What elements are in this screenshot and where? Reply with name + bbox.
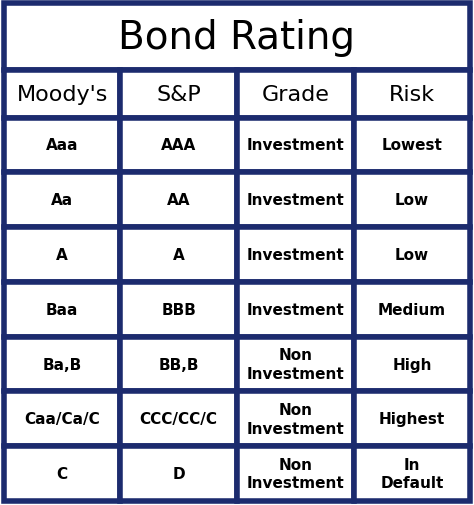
Text: D: D — [173, 466, 185, 481]
Bar — [120, 71, 237, 118]
Bar — [120, 337, 237, 392]
Text: Investment: Investment — [246, 193, 344, 208]
Bar — [354, 337, 470, 392]
Bar — [354, 282, 470, 337]
Bar — [354, 173, 470, 228]
Text: Ba,B: Ba,B — [43, 357, 82, 372]
Text: Investment: Investment — [246, 247, 344, 263]
Text: Non
Investment: Non Investment — [246, 347, 344, 381]
Text: Risk: Risk — [389, 85, 435, 105]
Text: Investment: Investment — [246, 138, 344, 153]
Text: Non
Investment: Non Investment — [246, 402, 344, 436]
Bar — [237, 282, 354, 337]
Text: A: A — [56, 247, 68, 263]
Bar — [237, 446, 354, 501]
Text: Highest: Highest — [379, 412, 445, 426]
Bar — [4, 282, 120, 337]
Bar — [237, 71, 354, 118]
Text: BBB: BBB — [161, 302, 196, 317]
Bar — [120, 118, 237, 173]
Text: S&P: S&P — [156, 85, 201, 105]
Text: In
Default: In Default — [380, 457, 444, 490]
Bar — [120, 392, 237, 446]
Bar — [4, 392, 120, 446]
Bar — [120, 173, 237, 228]
Bar — [4, 446, 120, 501]
Text: AAA: AAA — [161, 138, 196, 153]
Text: High: High — [392, 357, 432, 372]
Text: Lowest: Lowest — [382, 138, 442, 153]
Text: CCC/CC/C: CCC/CC/C — [140, 412, 218, 426]
Bar — [354, 228, 470, 282]
Text: Bond Rating: Bond Rating — [118, 19, 356, 57]
Bar — [4, 71, 120, 118]
Text: Low: Low — [395, 247, 429, 263]
Bar — [120, 228, 237, 282]
Bar — [4, 173, 120, 228]
Bar — [237, 392, 354, 446]
Bar — [354, 392, 470, 446]
Bar — [354, 71, 470, 118]
Text: Aaa: Aaa — [46, 138, 78, 153]
Bar — [120, 446, 237, 501]
Text: BB,B: BB,B — [158, 357, 199, 372]
Text: A: A — [173, 247, 184, 263]
Text: Non
Investment: Non Investment — [246, 457, 344, 490]
Bar — [354, 446, 470, 501]
Text: Low: Low — [395, 193, 429, 208]
Text: C: C — [56, 466, 68, 481]
Bar — [237, 173, 354, 228]
Text: Investment: Investment — [246, 302, 344, 317]
Bar — [4, 118, 120, 173]
Text: Aa: Aa — [51, 193, 73, 208]
Bar — [237, 337, 354, 392]
Bar — [120, 282, 237, 337]
Bar — [4, 228, 120, 282]
Bar — [4, 337, 120, 392]
Text: Baa: Baa — [46, 302, 78, 317]
Bar — [237, 228, 354, 282]
Text: AA: AA — [167, 193, 191, 208]
Text: Grade: Grade — [261, 85, 329, 105]
Bar — [237, 118, 354, 173]
Text: Medium: Medium — [378, 302, 446, 317]
Bar — [354, 118, 470, 173]
Text: Moody's: Moody's — [17, 85, 108, 105]
Text: Caa/Ca/C: Caa/Ca/C — [24, 412, 100, 426]
Bar — [4, 4, 470, 71]
